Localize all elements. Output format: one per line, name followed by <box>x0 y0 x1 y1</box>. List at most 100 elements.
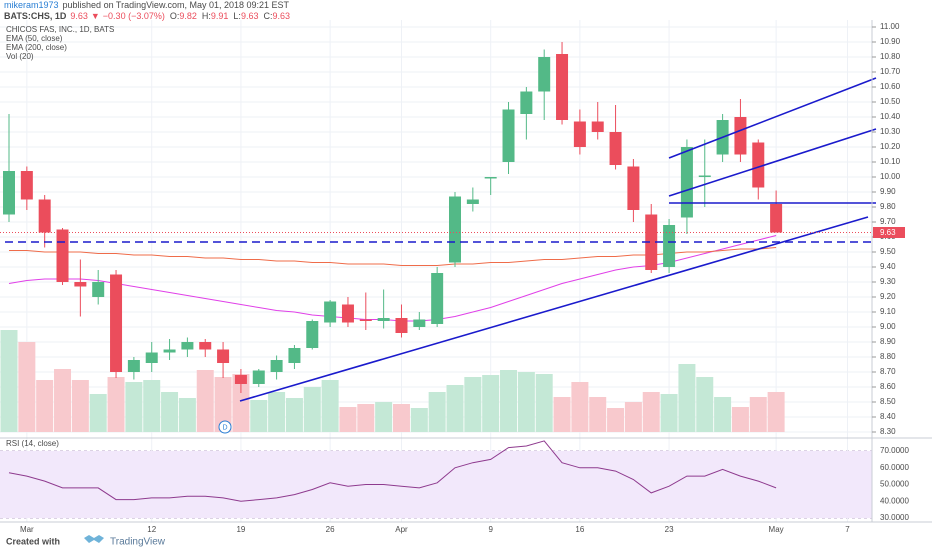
x-tick-label: Apr <box>395 525 408 534</box>
y-tick-label: 8.40 <box>880 412 896 421</box>
y-tick-label: 10.70 <box>880 67 901 76</box>
candle-body <box>163 349 176 353</box>
volume-bar <box>678 364 696 432</box>
y-tick-label: 10.40 <box>880 112 901 121</box>
legend-volume: Vol (20) <box>6 52 34 61</box>
x-tick-label: 12 <box>147 525 156 534</box>
x-tick-label: Mar <box>20 525 34 534</box>
y-tick-label: 8.70 <box>880 367 896 376</box>
ohlc-label: C: <box>263 11 272 21</box>
volume-bar <box>250 400 268 432</box>
rsi-line <box>8 440 777 502</box>
x-tick-label: 16 <box>575 525 584 534</box>
volume-bar <box>482 375 500 432</box>
candle-body <box>252 370 265 384</box>
y-tick-label: 11.00 <box>880 22 900 31</box>
volume-bar <box>731 407 749 432</box>
rsi-tick-label: 30.0000 <box>880 513 909 522</box>
candle-body <box>234 375 247 384</box>
candle-body <box>127 360 140 372</box>
volume-bar <box>624 402 642 432</box>
legend-ema50: EMA (50, close) <box>6 34 63 43</box>
header-line-1: mikeram1973 published on TradingView.com,… <box>4 0 290 10</box>
x-tick-label: 26 <box>326 525 335 534</box>
ohlc-value: 9.63 <box>241 11 259 21</box>
dividend-marker[interactable] <box>218 420 232 434</box>
footer-text: Created with <box>6 536 60 546</box>
symbol: BATS:CHS, 1D <box>4 11 67 21</box>
candle-body <box>520 91 533 114</box>
x-tick-label: 9 <box>488 525 493 534</box>
candle-body <box>573 121 586 147</box>
volume-bar <box>392 404 410 432</box>
candle-body <box>20 171 33 200</box>
y-tick-label: 9.10 <box>880 307 896 316</box>
y-tick-label: 9.20 <box>880 292 896 301</box>
volume-bar <box>303 387 321 432</box>
ohlc-label: H: <box>202 11 211 21</box>
rsi-tick-label: 50.0000 <box>880 480 909 489</box>
candle-body <box>449 196 461 263</box>
legend-ema200: EMA (200, close) <box>6 43 67 52</box>
y-tick-label: 9.40 <box>880 262 896 271</box>
volume-bar <box>660 394 678 432</box>
y-tick-label: 9.00 <box>880 322 896 331</box>
y-tick-label: 8.30 <box>880 427 896 436</box>
volume-bar <box>268 392 286 432</box>
candle-body <box>538 57 551 92</box>
candle-body <box>413 319 426 327</box>
user: mikeram1973 <box>4 0 59 10</box>
y-tick-label: 9.30 <box>880 277 896 286</box>
trend-lines <box>5 77 877 402</box>
candle-body <box>466 199 479 204</box>
candle-body <box>680 147 693 218</box>
volume-bar <box>285 398 303 432</box>
axes: 8.30 8.40 8.50 8.60 8.70 8.80 8.90 9.00 9.10 9.20… <box>0 22 909 534</box>
volume-bar <box>178 398 196 432</box>
volume-bar <box>410 408 428 432</box>
rsi-tick-label: 40.0000 <box>880 496 909 505</box>
volume-bar <box>696 377 714 432</box>
candle-body <box>609 132 622 165</box>
y-tick-label: 10.60 <box>880 82 901 91</box>
ohlc-label: L: <box>233 11 241 21</box>
candles <box>3 42 783 393</box>
candle-body <box>145 352 158 363</box>
volume-bar <box>607 408 625 432</box>
candle-body <box>270 360 283 372</box>
trend-line <box>239 216 869 402</box>
candle-body <box>663 225 676 267</box>
dividend-label[interactable]: D <box>222 424 227 431</box>
last: 9.63 <box>70 11 88 21</box>
legend-rsi: RSI (14, close) <box>6 439 59 448</box>
volume-bar <box>589 397 607 432</box>
candle-body <box>377 318 390 321</box>
candle-body <box>502 109 515 162</box>
volume-bar <box>517 372 535 432</box>
volume-bar <box>89 394 107 432</box>
volume-bar <box>196 370 214 432</box>
candle-body <box>431 273 444 324</box>
volume <box>0 330 785 432</box>
volume-bar <box>642 392 660 432</box>
x-tick-label: 19 <box>236 525 245 534</box>
volume-bar <box>36 380 54 432</box>
volume-bar <box>161 392 179 432</box>
footer-brand[interactable]: TradingView <box>110 537 166 548</box>
arrow: ▼ <box>91 11 100 21</box>
trend-line <box>668 77 877 159</box>
volume-bar <box>571 382 589 432</box>
candle-body <box>306 321 319 348</box>
candle-body <box>556 54 569 120</box>
header-line-2: BATS:CHS, 1D 9.63 ▼ −0.30 (−3.07%) O:9.82 H:9… <box>4 11 290 21</box>
published: published on TradingView.com, May 01, 20… <box>63 0 290 10</box>
rsi-tick-label: 60.0000 <box>880 463 909 472</box>
volume-bar <box>446 385 464 432</box>
rsi-band <box>0 451 872 518</box>
last-price-box <box>873 227 905 238</box>
volume-bar <box>143 380 161 432</box>
volume-bar <box>767 392 785 432</box>
y-tick-label: 9.70 <box>880 217 896 226</box>
y-tick-label: 8.50 <box>880 397 896 406</box>
